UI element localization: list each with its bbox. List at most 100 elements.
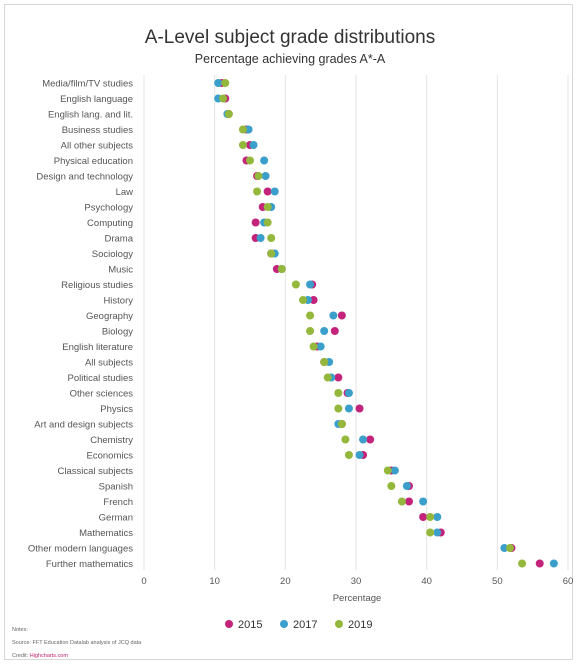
- point-2017[interactable]: [329, 311, 338, 320]
- point-2017[interactable]: [256, 234, 265, 242]
- point-2019[interactable]: [426, 528, 435, 537]
- point-2017[interactable]: [249, 141, 258, 149]
- point-2019[interactable]: [219, 94, 228, 103]
- point-2019[interactable]: [306, 327, 315, 335]
- point-2019[interactable]: [263, 218, 272, 227]
- chart-title: A-Level subject grade distributions: [145, 27, 435, 48]
- point-2015[interactable]: [535, 559, 544, 568]
- point-2019[interactable]: [263, 203, 272, 211]
- point-2019[interactable]: [518, 559, 527, 568]
- category-label: Mathematics: [79, 528, 133, 539]
- point-2019[interactable]: [267, 234, 276, 242]
- category-label: Biology: [102, 326, 133, 337]
- point-2019[interactable]: [397, 497, 406, 506]
- category-label: All subjects: [85, 357, 133, 368]
- point-2017[interactable]: [260, 156, 269, 165]
- point-2017[interactable]: [344, 404, 353, 413]
- point-2015[interactable]: [330, 327, 339, 335]
- point-2017[interactable]: [261, 172, 270, 180]
- legend-label-2019[interactable]: 2019: [348, 619, 372, 631]
- point-2019[interactable]: [334, 389, 343, 397]
- point-2017[interactable]: [549, 559, 558, 568]
- point-2015[interactable]: [337, 311, 346, 320]
- point-2017[interactable]: [359, 435, 368, 444]
- legend-label-2017[interactable]: 2017: [293, 619, 317, 631]
- point-2019[interactable]: [253, 187, 262, 196]
- point-2019[interactable]: [323, 373, 332, 382]
- category-label: History: [103, 295, 133, 306]
- point-2019[interactable]: [320, 358, 329, 366]
- point-2015[interactable]: [419, 513, 428, 521]
- point-2019[interactable]: [387, 482, 396, 490]
- point-2015[interactable]: [263, 187, 272, 196]
- point-2019[interactable]: [506, 544, 515, 552]
- credit-link[interactable]: Highcharts.com: [29, 653, 68, 659]
- point-2015[interactable]: [355, 404, 364, 413]
- legend-marker-2017[interactable]: [280, 620, 288, 628]
- x-tick-label: 50: [492, 576, 503, 587]
- point-2017[interactable]: [214, 79, 223, 87]
- x-tick-label: 30: [351, 576, 362, 587]
- point-2017[interactable]: [270, 187, 279, 196]
- category-label: Religious studies: [61, 280, 133, 291]
- category-label: Sociology: [92, 249, 133, 260]
- point-2019[interactable]: [267, 249, 276, 258]
- grid-lines: [143, 75, 569, 570]
- category-label: Psychology: [84, 202, 133, 213]
- point-2017[interactable]: [433, 513, 442, 521]
- category-label: Political studies: [68, 373, 134, 384]
- data-points: [214, 79, 558, 568]
- legend-marker-2019[interactable]: [335, 620, 343, 628]
- legend-marker-2015[interactable]: [225, 620, 233, 628]
- category-label: Law: [116, 187, 134, 198]
- category-label: English lang. and lit.: [48, 109, 133, 120]
- category-label: French: [103, 497, 133, 508]
- chart-frame: [4, 4, 573, 660]
- point-2019[interactable]: [246, 156, 254, 165]
- point-2019[interactable]: [238, 125, 247, 134]
- point-2019[interactable]: [341, 435, 350, 444]
- point-2019[interactable]: [254, 172, 263, 180]
- point-2017[interactable]: [390, 466, 399, 475]
- point-2015[interactable]: [309, 296, 318, 304]
- point-2017[interactable]: [306, 280, 315, 289]
- point-2019[interactable]: [277, 265, 286, 273]
- point-2017[interactable]: [244, 125, 253, 134]
- point-2017[interactable]: [320, 327, 329, 335]
- point-2019[interactable]: [337, 420, 346, 428]
- point-2019[interactable]: [334, 404, 343, 413]
- category-label: German: [99, 512, 133, 523]
- point-2019[interactable]: [221, 79, 230, 87]
- category-label: Physical education: [54, 156, 133, 167]
- point-2015[interactable]: [251, 218, 260, 227]
- point-2019[interactable]: [383, 466, 392, 475]
- point-2017[interactable]: [344, 389, 353, 397]
- point-2017[interactable]: [419, 497, 428, 506]
- point-2019[interactable]: [426, 513, 435, 521]
- point-2017[interactable]: [316, 342, 325, 351]
- point-2017[interactable]: [500, 544, 509, 552]
- point-2015[interactable]: [334, 373, 343, 382]
- point-2019[interactable]: [299, 296, 307, 304]
- point-2019[interactable]: [344, 451, 353, 459]
- category-label: Other sciences: [70, 388, 134, 399]
- credit-label: Credit:: [12, 653, 29, 659]
- point-2017[interactable]: [402, 482, 411, 490]
- point-2015[interactable]: [366, 435, 375, 444]
- x-tick-label: 0: [141, 576, 146, 587]
- point-2017[interactable]: [433, 528, 442, 537]
- category-label: Music: [108, 264, 133, 275]
- category-label: All other subjects: [61, 140, 134, 151]
- point-2019[interactable]: [306, 311, 315, 320]
- category-label: Computing: [87, 218, 133, 229]
- point-2017[interactable]: [355, 451, 364, 459]
- point-2019[interactable]: [309, 342, 318, 351]
- point-2019[interactable]: [238, 141, 247, 149]
- legend-label-2015[interactable]: 2015: [238, 619, 262, 631]
- notes-heading: Notes:: [12, 627, 28, 633]
- point-2015[interactable]: [405, 497, 413, 506]
- point-2019[interactable]: [224, 110, 233, 118]
- point-2019[interactable]: [291, 280, 300, 289]
- category-label: Media/film/TV studies: [42, 78, 133, 89]
